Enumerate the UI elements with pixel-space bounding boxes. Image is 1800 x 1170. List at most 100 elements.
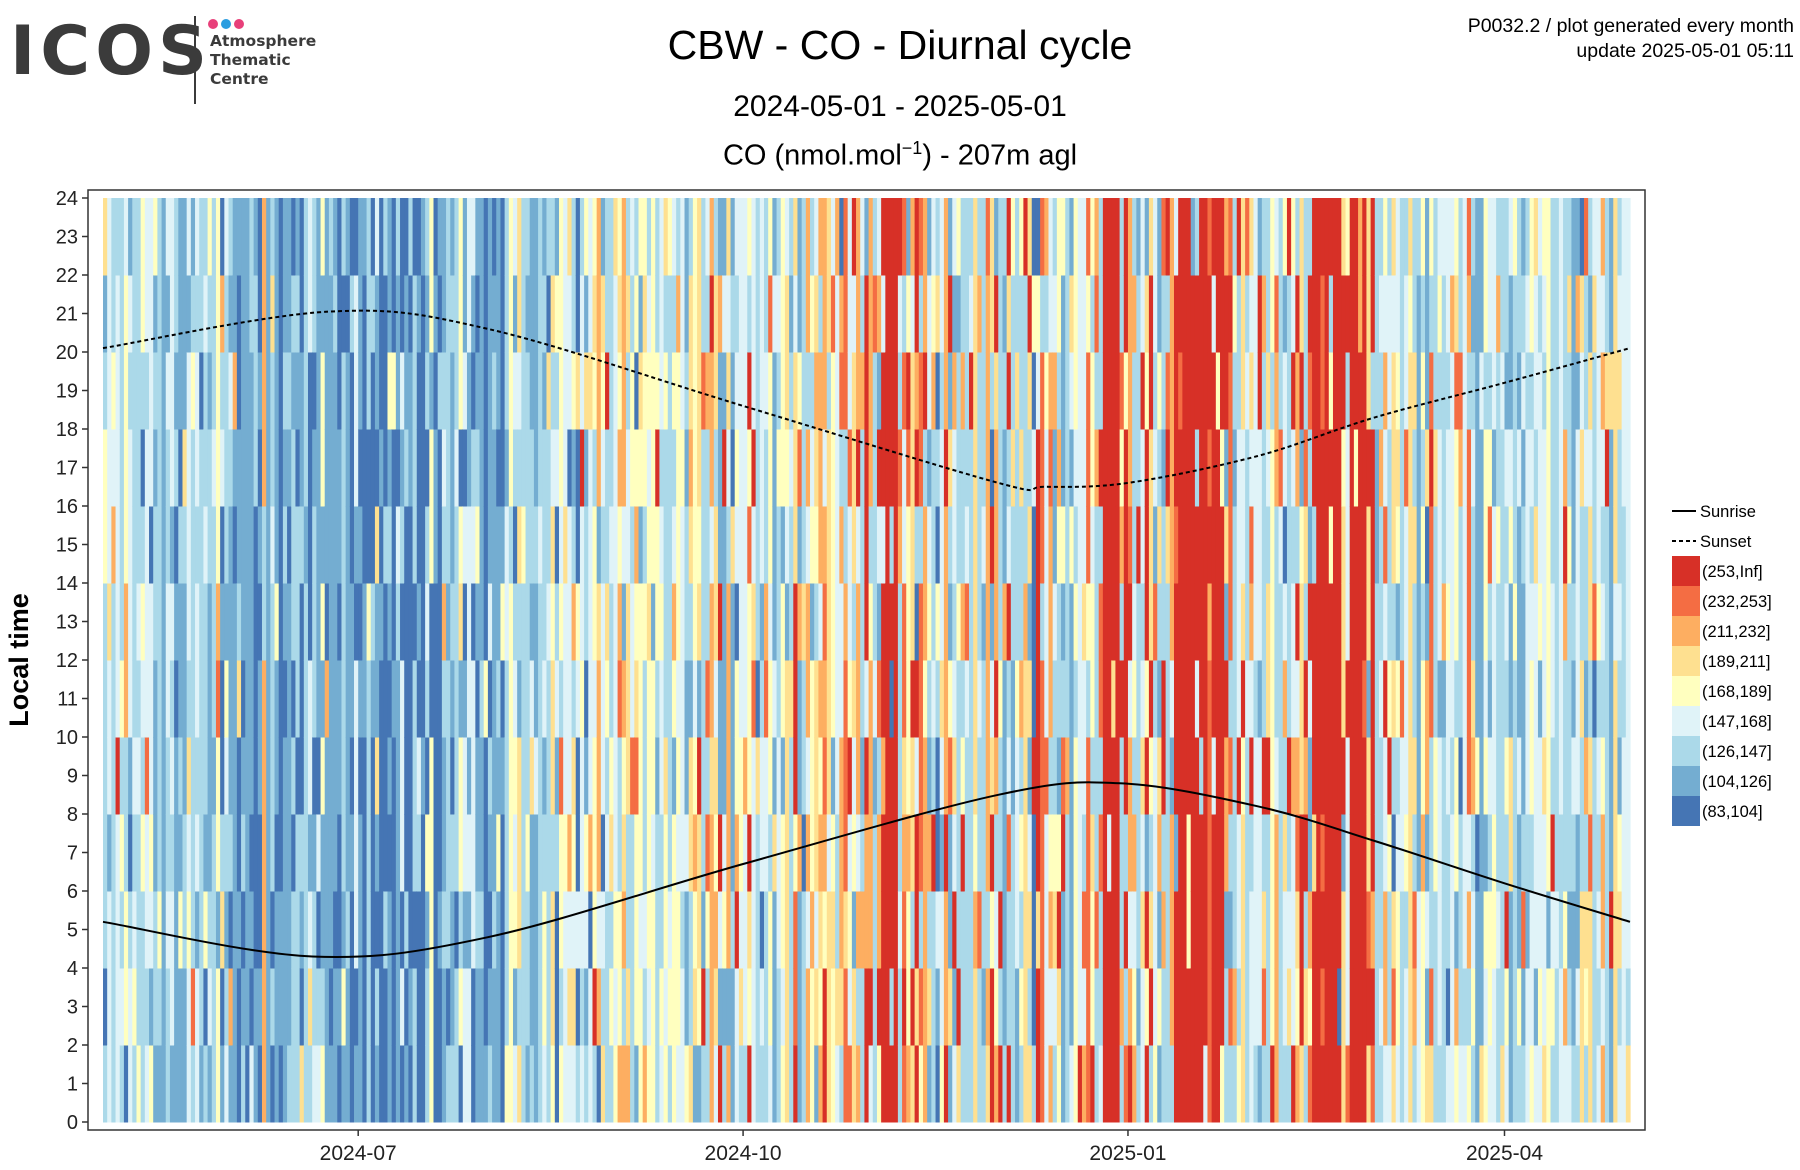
heatmap-cell [642,198,648,276]
heatmap-cell [906,1045,912,1123]
heatmap-cell [466,583,472,661]
heatmap-cell [1374,737,1380,815]
heatmap-cell [1621,891,1627,969]
heatmap-cell [1517,891,1522,969]
heatmap-cell [1278,737,1284,815]
heatmap-cell [1475,1045,1480,1123]
heatmap-cell [851,968,857,1046]
heatmap-cell [241,583,246,661]
heatmap-cell [1169,352,1175,430]
heatmap-cell [1621,1045,1627,1123]
heatmap-cell [897,1045,903,1123]
heatmap-cell [425,891,430,969]
heatmap-cell [747,352,753,430]
heatmap-cell [1098,737,1104,815]
heatmap-cell [1077,968,1083,1046]
heatmap-cell [1479,198,1485,276]
heatmap-cell [1353,429,1359,507]
heatmap-cell [1583,737,1589,815]
heatmap-cell [764,352,769,430]
heatmap-cell [203,429,209,507]
heatmap-cell [1517,814,1522,892]
heatmap-cell [1061,814,1066,892]
heatmap-cell [199,583,204,661]
heatmap-cell [1186,506,1192,584]
heatmap-cell [1416,968,1422,1046]
heatmap-cell [149,1045,154,1123]
heatmap-cell [387,583,393,661]
legend-label: (147,168] [1702,713,1772,731]
heatmap-cell [939,583,945,661]
heatmap-cell [1437,1045,1443,1123]
heatmap-cell [780,352,786,430]
heatmap-cell [433,506,439,584]
heatmap-cell [529,198,535,276]
heatmap-cell [458,506,464,584]
heatmap-cell [889,1045,895,1123]
heatmap-cell [383,583,389,661]
heatmap-cell [830,660,836,738]
heatmap-cell [734,968,740,1046]
heatmap-cell [1249,891,1255,969]
heatmap-cell [546,660,552,738]
heatmap-cell [1429,352,1434,430]
heatmap-cell [103,660,108,738]
heatmap-cell [257,429,263,507]
heatmap-cell [734,352,740,430]
heatmap-cell [1537,429,1543,507]
heatmap-cell [1408,352,1414,430]
heatmap-cell [1550,352,1556,430]
heatmap-cell [977,660,983,738]
heatmap-cell [458,583,464,661]
heatmap-cell [1437,737,1443,815]
heatmap-cell [111,506,117,584]
heatmap-cell [1194,506,1200,584]
heatmap-cell [508,1045,514,1123]
heatmap-cell [157,583,163,661]
heatmap-cell [1425,737,1430,815]
heatmap-cell [111,1045,117,1123]
heatmap-cell [617,275,623,353]
heatmap-cell [780,198,786,276]
heatmap-cell [1153,968,1158,1046]
heatmap-cell [1404,737,1409,815]
heatmap-cell [738,429,744,507]
heatmap-cell [1345,352,1351,430]
logo-dot [208,19,218,29]
heatmap-cell [153,198,158,276]
heatmap-cell [922,737,928,815]
heatmap-cell [1529,429,1535,507]
heatmap-cell [1115,583,1121,661]
heatmap-cell [617,198,623,276]
heatmap-cell [391,429,397,507]
heatmap-cell [964,198,970,276]
heatmap-cell [1395,352,1401,430]
heatmap-cell [1328,275,1334,353]
heatmap-cell [1345,814,1351,892]
heatmap-cell [906,275,912,353]
heatmap-cell [985,737,991,815]
heatmap-cell [1378,660,1384,738]
heatmap-cell [956,660,962,738]
heatmap-cell [236,275,242,353]
heatmap-cell [1240,583,1246,661]
heatmap-cell [1445,506,1451,584]
heatmap-cell [542,275,548,353]
heatmap-cell [1521,660,1527,738]
heatmap-cell [1604,506,1610,584]
y-tick-label: 16 [56,496,78,518]
heatmap-cell [1437,429,1443,507]
heatmap-cell [1558,968,1564,1046]
heatmap-cell [149,429,154,507]
heatmap-cell [1429,1045,1434,1123]
heatmap-cell [776,506,782,584]
heatmap-cell [1458,429,1464,507]
heatmap-cell [1245,891,1250,969]
heatmap-cell [1542,429,1547,507]
heatmap-cell [743,352,748,430]
heatmap-cell [1349,506,1355,584]
heatmap-cell [1433,275,1439,353]
heatmap-cell [575,275,581,353]
heatmap-cell [312,275,317,353]
heatmap-cell [1621,737,1627,815]
